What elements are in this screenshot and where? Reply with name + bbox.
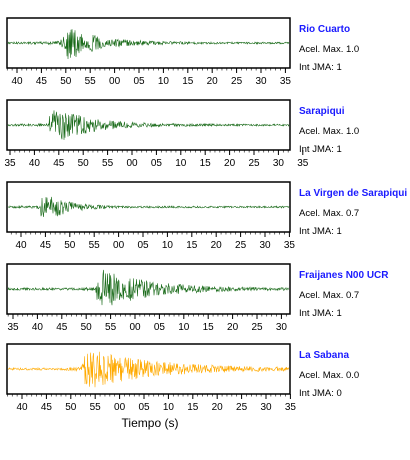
x-tick-label: 25 — [231, 76, 243, 87]
jma-intensity: Int JMA: 1 — [299, 144, 342, 155]
x-tick-label: 25 — [251, 322, 263, 333]
station-name: La Virgen de Sarapiqui — [299, 188, 408, 199]
x-tick-label: 15 — [182, 76, 194, 87]
x-tick-label: 50 — [81, 322, 93, 333]
x-tick-label: 40 — [29, 158, 41, 169]
x-tick-label: 10 — [163, 402, 175, 413]
waveform-line — [7, 110, 290, 140]
x-tick-label: 00 — [113, 240, 125, 251]
waveform-plot: 40 45 50 55 00 05 10 15 20 25 30 35 — [6, 17, 292, 87]
waveform-line — [7, 269, 290, 306]
jma-intensity: Int JMA: 1 — [299, 308, 342, 319]
max-acceleration: Acel. Max. 0.7 — [299, 290, 360, 301]
x-tick-label: 05 — [154, 322, 166, 333]
x-tick-label: 10 — [178, 322, 190, 333]
x-tick-label: 10 — [175, 158, 187, 169]
x-tick-label: 35 — [280, 76, 292, 87]
x-tick-label: 45 — [56, 322, 68, 333]
x-tick-label: 35 — [297, 158, 309, 169]
x-tick-label: 40 — [11, 76, 23, 87]
x-tick-label: 30 — [276, 322, 288, 333]
max-acceleration: Acel. Max. 1.0 — [299, 126, 360, 137]
x-tick-label: 00 — [126, 158, 138, 169]
plot-frame — [6, 263, 291, 315]
x-axis-label: Tiempo (s) — [121, 416, 179, 430]
station-name: Sarapiqui — [299, 106, 345, 117]
x-tick-label: 15 — [186, 240, 198, 251]
max-acceleration: Acel. Max. 0.7 — [299, 208, 360, 219]
x-tick-label: 30 — [260, 402, 272, 413]
x-tick-label: 45 — [40, 240, 52, 251]
x-tick-label: 30 — [255, 76, 267, 87]
x-tick-label: 25 — [236, 402, 248, 413]
jma-intensity: Int JMA: 1 — [299, 62, 342, 73]
x-tick-label: 35 — [7, 322, 19, 333]
x-tick-label: 15 — [187, 402, 199, 413]
x-tick-label: 00 — [129, 322, 141, 333]
waveform-plot: 40 45 50 55 00 05 10 15 20 25 30 35 — [6, 181, 296, 251]
x-tick-label: 35 — [284, 240, 296, 251]
x-tick-label: 40 — [15, 240, 27, 251]
x-tick-label: 40 — [16, 402, 28, 413]
x-tick-label: 20 — [212, 402, 224, 413]
x-tick-label: 05 — [133, 76, 145, 87]
x-tick-label: 55 — [89, 240, 101, 251]
max-acceleration: Acel. Max. 0.0 — [299, 370, 360, 381]
x-tick-label: 05 — [151, 158, 163, 169]
station-name: Fraijanes N00 UCR — [299, 270, 389, 281]
x-tick-label: 10 — [162, 240, 174, 251]
x-tick-label: 55 — [85, 76, 97, 87]
x-tick-label: 45 — [41, 402, 53, 413]
x-tick-label: 20 — [211, 240, 223, 251]
x-tick-label: 05 — [138, 402, 150, 413]
jma-intensity: Int JMA: 0 — [299, 388, 342, 399]
waveform-line — [7, 351, 290, 388]
x-tick-label: 15 — [200, 158, 212, 169]
x-tick-label: 55 — [90, 402, 102, 413]
x-tick-label: 15 — [203, 322, 215, 333]
panel-1: 35 40 45 50 55 00 05 10 15 20 25 30 35 Sarapiqui Acel.… — [0, 96, 410, 176]
plot-frame — [6, 99, 291, 151]
x-tick-label: 30 — [259, 240, 271, 251]
x-tick-label: 50 — [65, 402, 77, 413]
jma-intensity: Int JMA: 1 — [299, 226, 342, 237]
waveform-plot: 35 40 45 50 55 00 05 10 15 20 25 30 — [6, 263, 291, 333]
x-tick-label: 35 — [285, 402, 297, 413]
station-name: La Sabana — [299, 350, 350, 361]
waveform-line — [8, 196, 290, 218]
x-tick-label: 40 — [32, 322, 44, 333]
x-tick-label: 10 — [158, 76, 170, 87]
x-tick-label: 20 — [227, 322, 239, 333]
x-tick-label: 30 — [273, 158, 285, 169]
max-acceleration: Acel. Max. 1.0 — [299, 44, 360, 55]
x-tick-label: 35 — [4, 158, 16, 169]
station-name: Rio Cuarto — [299, 24, 351, 35]
x-tick-label: 25 — [235, 240, 247, 251]
x-tick-label: 25 — [248, 158, 260, 169]
x-tick-label: 05 — [137, 240, 149, 251]
waveform-plot: 35 40 45 50 55 00 05 10 15 20 25 30 35 — [4, 99, 309, 169]
waveform-plot: 40 45 50 55 00 05 10 15 20 25 30 35 — [6, 343, 297, 413]
x-tick-label: 45 — [36, 76, 48, 87]
x-tick-label: 50 — [64, 240, 76, 251]
x-tick-label: 45 — [53, 158, 65, 169]
x-tick-label: 50 — [78, 158, 90, 169]
panel-3: 35 40 45 50 55 00 05 10 15 20 25 30 Fraijanes N00 UC… — [0, 260, 410, 340]
x-tick-label: 50 — [60, 76, 72, 87]
plot-frame — [6, 343, 291, 395]
x-tick-label: 55 — [102, 158, 114, 169]
x-tick-label: 00 — [114, 402, 126, 413]
waveform-line — [7, 29, 290, 60]
x-tick-label: 00 — [109, 76, 121, 87]
x-tick-label: 55 — [105, 322, 117, 333]
x-tick-label: 20 — [224, 158, 236, 169]
panel-4: 40 45 50 55 00 05 10 15 20 25 30 35 La Sabana Acel. M… — [0, 340, 410, 420]
x-tick-label: 20 — [207, 76, 219, 87]
panel-0: 40 45 50 55 00 05 10 15 20 25 30 35 Rio Cuarto Acel. … — [0, 14, 410, 94]
plot-frame — [6, 181, 291, 233]
panel-2: 40 45 50 55 00 05 10 15 20 25 30 35 La Virgen de Sar… — [0, 178, 410, 258]
